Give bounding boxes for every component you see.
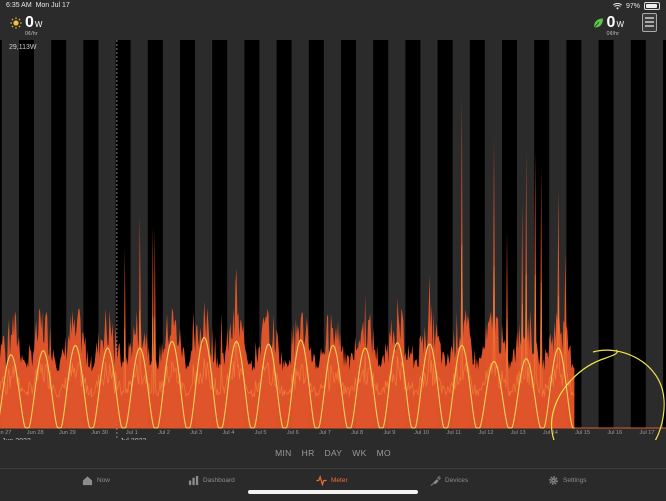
night-band bbox=[502, 40, 517, 428]
chart-svg[interactable]: Jun 27 Jun 28 Jun 29 Jun 30 Jul 1 Jul 2 Jul 3 J… bbox=[0, 40, 666, 440]
night-band bbox=[598, 40, 614, 428]
power-header: 0W 0¢/hr 0W 0¢/hr bbox=[0, 12, 666, 38]
tab-dashboard-label: Dashboard bbox=[203, 477, 235, 484]
solar-unit: W bbox=[34, 20, 43, 29]
x-tick-label: Jul 5 bbox=[255, 430, 267, 436]
grid-rate: 0¢/hr bbox=[606, 31, 620, 37]
sun-icon bbox=[10, 17, 22, 29]
status-bar: 6:35 AM Mon Jul 17 97% bbox=[0, 0, 666, 12]
night-band bbox=[405, 40, 421, 428]
status-indicators: 97% bbox=[612, 2, 660, 10]
x-tick-label: Jul 10 bbox=[414, 430, 429, 436]
x-tick-label: Jul 17 bbox=[640, 430, 655, 436]
x-tick-label: Jun 29 bbox=[59, 430, 76, 436]
x-tick-label: Jul 4 bbox=[222, 430, 234, 436]
tab-now-label: Now bbox=[97, 477, 111, 484]
house-icon bbox=[82, 476, 93, 486]
status-date: Mon Jul 17 bbox=[35, 2, 70, 9]
night-band bbox=[276, 40, 292, 428]
tab-bar: Now Dashboard Meter Devices Settings bbox=[0, 468, 666, 501]
night-band bbox=[308, 40, 324, 428]
range-day-button[interactable]: DAY bbox=[324, 448, 343, 458]
power-meter-chart[interactable]: Jun 27 Jun 28 Jun 29 Jun 30 Jul 1 Jul 2 Jul 3 J… bbox=[0, 40, 666, 440]
night-band bbox=[244, 40, 260, 428]
night-band bbox=[341, 40, 356, 428]
night-band bbox=[663, 40, 666, 428]
night-band bbox=[534, 40, 550, 428]
x-tick-label: Jul 1 bbox=[126, 430, 138, 436]
range-mo-button[interactable]: MO bbox=[376, 448, 391, 458]
month-label-jun: Jun 2023 bbox=[2, 438, 31, 440]
grid-readout[interactable]: 0W 0¢/hr bbox=[592, 14, 624, 37]
leaf-icon bbox=[593, 18, 603, 29]
night-band bbox=[0, 40, 2, 428]
x-tick-label: Jul 6 bbox=[287, 430, 299, 436]
night-band bbox=[437, 40, 453, 428]
x-tick-label: Jul 7 bbox=[319, 430, 331, 436]
wifi-icon bbox=[612, 2, 622, 10]
x-tick-label: Jul 8 bbox=[351, 430, 363, 436]
x-tick-label: Jul 12 bbox=[479, 430, 494, 436]
tab-meter-label: Meter bbox=[331, 477, 348, 484]
x-tick-label: Jul 9 bbox=[383, 430, 395, 436]
night-band bbox=[83, 40, 99, 428]
consumption-series-detail bbox=[0, 244, 575, 399]
night-band bbox=[373, 40, 389, 428]
night-band bbox=[566, 40, 582, 428]
tab-settings[interactable]: Settings bbox=[548, 475, 587, 486]
tab-settings-label: Settings bbox=[563, 477, 587, 484]
range-wk-button[interactable]: WK bbox=[352, 448, 367, 458]
night-band bbox=[147, 40, 163, 428]
storage-icon[interactable] bbox=[642, 13, 657, 32]
time-range-selector: MIN HR DAY WK MO bbox=[0, 448, 666, 464]
home-indicator bbox=[248, 490, 418, 494]
month-label-jul: Jul 2023 bbox=[120, 438, 147, 440]
gear-icon bbox=[549, 476, 558, 485]
range-hr-button[interactable]: HR bbox=[301, 448, 315, 458]
night-band bbox=[212, 40, 228, 428]
status-time: 6:35 AM bbox=[6, 2, 32, 9]
night-band bbox=[19, 40, 34, 428]
x-tick-label: Jul 11 bbox=[447, 430, 462, 436]
battery-percent: 97% bbox=[625, 2, 640, 10]
bar-chart-icon bbox=[188, 475, 199, 486]
solar-rate: 0¢/hr bbox=[25, 31, 38, 37]
grid-unit: W bbox=[616, 20, 624, 29]
tab-now[interactable]: Now bbox=[82, 475, 110, 486]
pulse-icon bbox=[316, 475, 327, 486]
x-tick-label: Jul 14 bbox=[543, 430, 558, 436]
night-band bbox=[51, 40, 67, 428]
tab-devices[interactable]: Devices bbox=[430, 475, 468, 486]
tab-meter[interactable]: Meter bbox=[316, 475, 348, 486]
annotation-circle bbox=[550, 349, 665, 440]
night-band bbox=[469, 40, 485, 428]
x-tick-label: Jul 3 bbox=[190, 430, 202, 436]
tab-dashboard[interactable]: Dashboard bbox=[188, 475, 235, 486]
x-tick-label: Jun 30 bbox=[91, 430, 108, 436]
tab-devices-label: Devices bbox=[445, 477, 469, 484]
x-tick-label: Jul 13 bbox=[511, 430, 526, 436]
solar-value: 0 bbox=[25, 14, 34, 31]
x-tick-label: Jun 27 bbox=[0, 430, 11, 436]
night-band bbox=[630, 40, 646, 428]
y-max-label: 29,113W bbox=[9, 44, 37, 51]
battery-icon bbox=[644, 2, 660, 10]
x-tick-label: Jul 2 bbox=[158, 430, 170, 436]
x-tick-label: Jun 28 bbox=[27, 430, 44, 436]
night-band bbox=[180, 40, 195, 428]
plug-icon bbox=[430, 476, 441, 486]
x-tick-label: Jul 15 bbox=[575, 430, 590, 436]
solar-series-line bbox=[0, 336, 575, 429]
range-min-button[interactable]: MIN bbox=[275, 448, 292, 458]
night-band bbox=[115, 40, 131, 428]
solar-readout[interactable]: 0W 0¢/hr bbox=[10, 14, 42, 37]
status-time-date: 6:35 AM Mon Jul 17 bbox=[6, 2, 70, 9]
grid-value: 0 bbox=[606, 14, 616, 31]
x-tick-label: Jul 16 bbox=[607, 430, 622, 436]
